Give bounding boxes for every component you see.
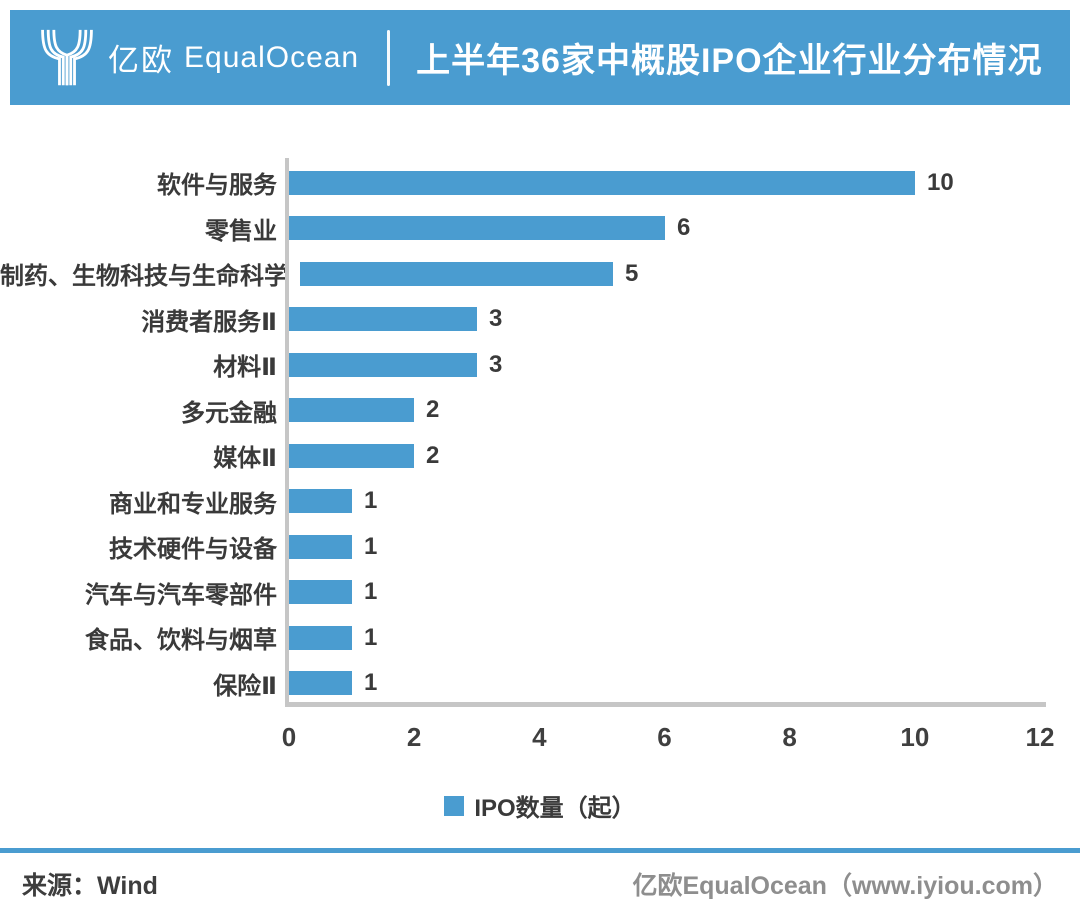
value-label: 1 xyxy=(364,487,378,515)
bar-row: 零售业 6 xyxy=(0,206,1080,252)
bar-row: 软件与服务 10 xyxy=(0,160,1080,206)
bar xyxy=(289,625,352,650)
category-label: 汽车与汽车零部件 xyxy=(85,581,277,609)
category-label: 材料Ⅱ xyxy=(213,354,277,382)
bar-row: 技术硬件与设备 1 xyxy=(0,524,1080,570)
legend: IPO数量（起） xyxy=(0,788,1080,823)
value-label: 10 xyxy=(927,168,954,196)
x-axis-line xyxy=(285,702,1046,707)
value-label: 1 xyxy=(364,532,378,560)
value-label: 2 xyxy=(426,396,440,424)
bar-row: 食品、饮料与烟草 1 xyxy=(0,615,1080,661)
page-title: 上半年36家中概股IPO企业行业分布情况 xyxy=(416,42,1043,80)
x-axis-ticks: 0 2 4 6 8 10 12 xyxy=(282,722,1055,752)
value-label: 5 xyxy=(625,259,639,287)
x-tick-label: 12 xyxy=(1025,722,1055,752)
header-banner: 亿欧 EqualOcean 上半年36家中概股IPO企业行业分布情况 xyxy=(10,10,1070,105)
bar xyxy=(289,170,915,195)
category-label: 保险Ⅱ xyxy=(213,672,277,700)
value-label: 1 xyxy=(364,578,378,606)
bar-row: 汽车与汽车零部件 1 xyxy=(0,570,1080,616)
bar-row: 制药、生物科技与生命科学 5 xyxy=(0,251,1080,297)
category-label: 食品、饮料与烟草 xyxy=(85,627,277,655)
bar xyxy=(289,580,352,605)
legend-label: IPO数量（起） xyxy=(474,795,636,822)
category-label: 软件与服务 xyxy=(157,172,277,200)
header-divider xyxy=(387,29,391,86)
x-tick-label: 2 xyxy=(406,722,422,752)
bar-row: 商业和专业服务 1 xyxy=(0,479,1080,525)
credit-label: 亿欧EqualOcean（www.iyiou.com） xyxy=(632,872,1058,900)
brand-name-cn: 亿欧 xyxy=(108,43,174,78)
equalocean-brand: 亿欧 EqualOcean xyxy=(38,27,359,89)
x-tick-label: 4 xyxy=(532,722,547,752)
category-label: 多元金融 xyxy=(181,399,277,427)
category-label: 技术硬件与设备 xyxy=(109,536,277,564)
bar-row: 多元金融 2 xyxy=(0,388,1080,434)
bar xyxy=(289,671,352,696)
equalocean-logo-icon xyxy=(41,29,93,85)
brand-name-en: EqualOcean xyxy=(184,40,360,74)
bar-row: 消费者服务Ⅱ 3 xyxy=(0,297,1080,343)
bar xyxy=(289,398,414,423)
x-tick-label: 6 xyxy=(657,722,672,752)
y-axis-line xyxy=(285,158,289,706)
category-label: 媒体Ⅱ xyxy=(213,445,277,473)
bar xyxy=(300,261,613,286)
bar xyxy=(289,443,414,468)
category-label: 制药、生物科技与生命科学 xyxy=(0,263,288,291)
bar-row: 保险Ⅱ 1 xyxy=(0,661,1080,707)
source-label: 来源：Wind xyxy=(22,872,158,900)
bar xyxy=(289,534,352,559)
x-tick-label: 10 xyxy=(900,722,930,752)
value-label: 1 xyxy=(364,669,378,697)
footer-text: 来源：Wind 亿欧EqualOcean（www.iyiou.com） xyxy=(22,866,1058,902)
bar xyxy=(289,489,352,514)
category-label: 商业和专业服务 xyxy=(109,490,277,518)
category-label: 消费者服务Ⅱ xyxy=(141,308,277,336)
x-tick-label: 8 xyxy=(782,722,797,752)
value-label: 6 xyxy=(677,214,691,242)
bar xyxy=(289,307,477,332)
bar-rows: 软件与服务 10 零售业 6 制药、生物科技与生命科学 5 消费者服务Ⅱ 3 材料Ⅱ 3 多元金融 2… xyxy=(0,160,1080,706)
value-label: 3 xyxy=(489,305,503,333)
bar-row: 材料Ⅱ 3 xyxy=(0,342,1080,388)
value-label: 3 xyxy=(489,350,503,378)
bar xyxy=(289,352,477,377)
value-label: 1 xyxy=(364,623,378,651)
category-label: 零售业 xyxy=(205,217,277,245)
footer-divider xyxy=(0,848,1080,853)
bar xyxy=(289,216,665,241)
x-tick-label: 0 xyxy=(281,722,297,752)
legend-swatch xyxy=(444,795,465,816)
value-label: 2 xyxy=(426,441,440,469)
bar-row: 媒体Ⅱ 2 xyxy=(0,433,1080,479)
